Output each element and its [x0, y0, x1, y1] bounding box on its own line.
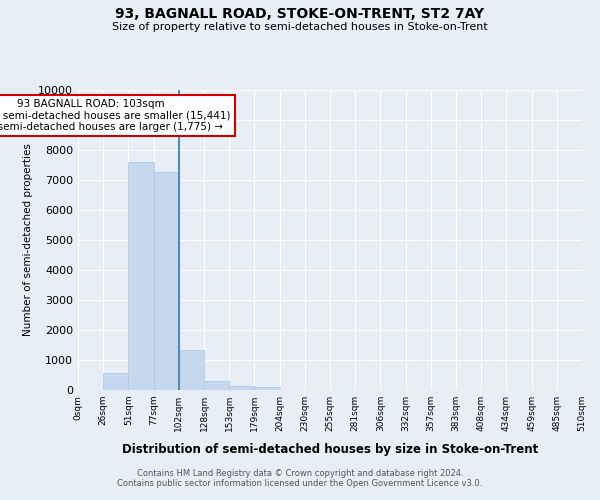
Bar	[103, 372, 128, 390]
Text: Distribution of semi-detached houses by size in Stoke-on-Trent: Distribution of semi-detached houses by …	[122, 442, 538, 456]
Text: 93, BAGNALL ROAD, STOKE-ON-TRENT, ST2 7AY: 93, BAGNALL ROAD, STOKE-ON-TRENT, ST2 7A…	[115, 8, 485, 22]
Bar	[128, 162, 154, 390]
Text: Contains public sector information licensed under the Open Government Licence v3: Contains public sector information licen…	[118, 478, 482, 488]
Y-axis label: Number of semi-detached properties: Number of semi-detached properties	[23, 144, 32, 336]
Text: Size of property relative to semi-detached houses in Stoke-on-Trent: Size of property relative to semi-detach…	[112, 22, 488, 32]
Bar	[154, 172, 179, 390]
Text: Contains HM Land Registry data © Crown copyright and database right 2024.: Contains HM Land Registry data © Crown c…	[137, 468, 463, 477]
Bar	[179, 350, 204, 390]
Bar	[204, 381, 229, 390]
Bar	[254, 387, 280, 390]
Bar	[229, 386, 254, 390]
Text: 93 BAGNALL ROAD: 103sqm
← 89% of semi-detached houses are smaller (15,441)
10% o: 93 BAGNALL ROAD: 103sqm ← 89% of semi-de…	[0, 99, 230, 132]
